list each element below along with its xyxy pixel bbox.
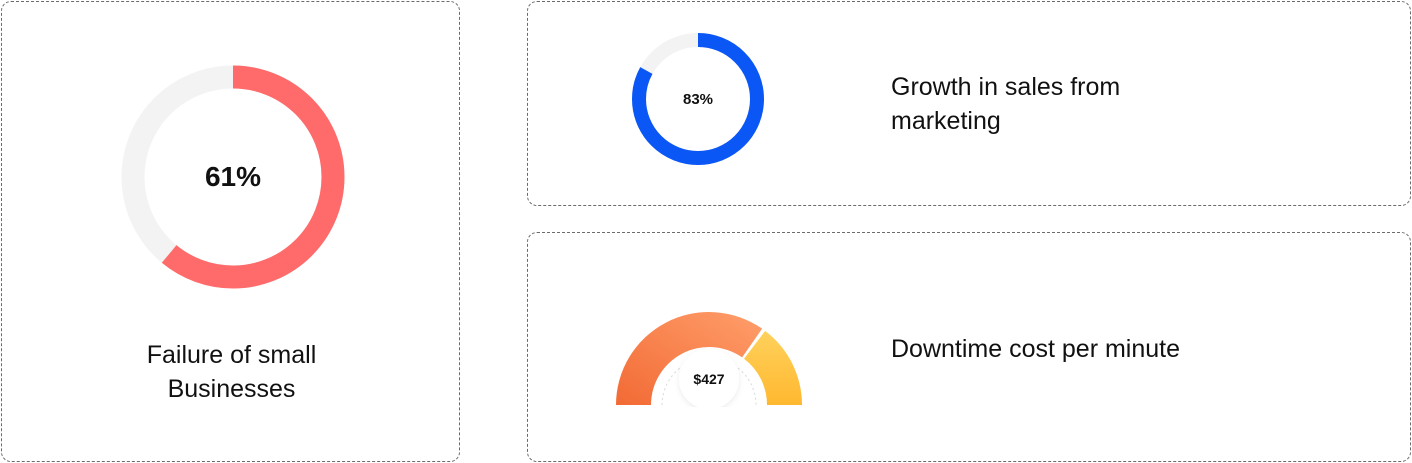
failure-donut-svg [121, 65, 345, 289]
downtime-gauge: $427 [616, 277, 802, 407]
gauge-end-segment [744, 330, 802, 405]
growth-stat-card: 83% Growth in sales from marketing [527, 1, 1411, 206]
failure-caption-line1: Failure of small [146, 341, 317, 369]
failure-percent-value: 61% [204, 161, 262, 192]
growth-caption: Growth in sales from marketing [891, 70, 1211, 138]
failure-caption-line2: Businesses [167, 375, 296, 403]
failure-donut-value-arc [121, 65, 345, 289]
gauge-center-disc [679, 349, 739, 407]
growth-caption-line2: marketing [891, 107, 1001, 135]
downtime-stat-card: $427 Downtime cost per minute [527, 232, 1411, 462]
downtime-gauge-svg [616, 312, 802, 407]
failure-caption: Failure of small Businesses [2, 338, 461, 406]
growth-caption-line1: Growth in sales from [891, 73, 1121, 101]
growth-donut-value-arc [632, 33, 764, 165]
gauge-inner-dotted-arc [661, 357, 757, 406]
growth-donut-svg [632, 33, 764, 165]
failure-donut-chart: 61% [119, 63, 347, 291]
failure-stat-card: 61% Failure of small Businesses [1, 1, 460, 462]
growth-donut-chart: 83% [630, 31, 766, 167]
downtime-caption: Downtime cost per minute [891, 335, 1181, 363]
downtime-value: $427 [693, 371, 725, 387]
gauge-main-segment [616, 312, 763, 405]
growth-percent-value: 83% [682, 90, 714, 108]
